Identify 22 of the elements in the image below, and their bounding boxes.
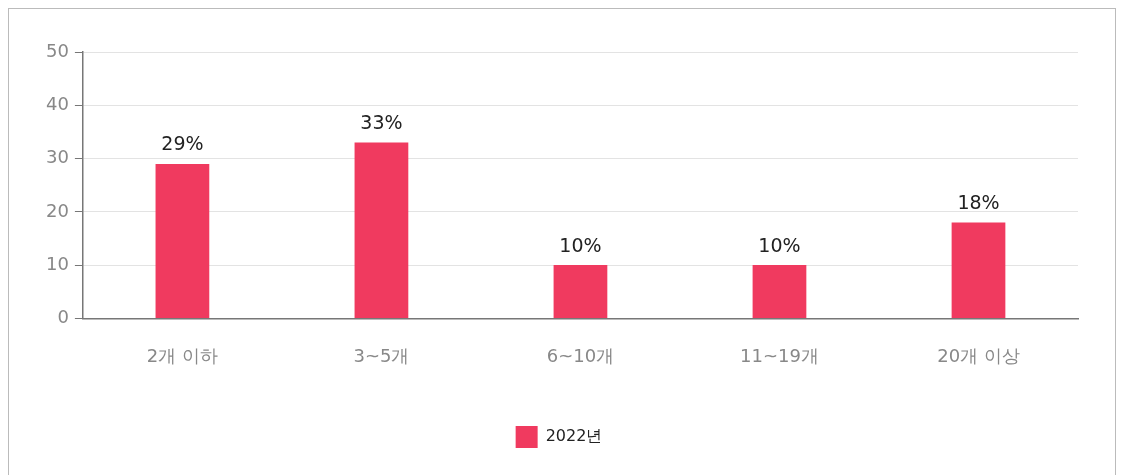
bar	[951, 222, 1006, 318]
y-tick-label: 10	[46, 252, 69, 274]
x-tick-label: 2개 이하	[146, 344, 219, 366]
x-tick-label: 20개 이상	[937, 344, 1020, 366]
bar	[553, 265, 608, 318]
x-tick-label: 6~10개	[546, 344, 615, 366]
legend-label: 2022년	[545, 426, 603, 446]
y-tick-label: 20	[46, 199, 69, 221]
data-label: 10%	[758, 233, 801, 256]
bar	[752, 265, 807, 318]
x-tick-label: 11~19개	[740, 344, 819, 366]
y-tick-label: 50	[46, 39, 69, 61]
data-label: 29%	[161, 132, 204, 155]
x-tick-label: 3~5개	[353, 344, 410, 366]
y-tick-label: 0	[57, 306, 69, 328]
data-label: 33%	[360, 111, 403, 134]
data-label: 18%	[957, 190, 1000, 213]
y-tick-label: 30	[46, 146, 69, 168]
data-label: 10%	[559, 233, 602, 256]
bar	[354, 142, 409, 318]
bar	[155, 163, 210, 318]
y-tick-label: 40	[46, 92, 69, 114]
